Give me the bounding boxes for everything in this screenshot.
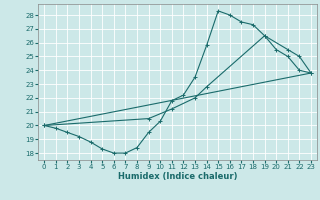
X-axis label: Humidex (Indice chaleur): Humidex (Indice chaleur) [118,172,237,181]
